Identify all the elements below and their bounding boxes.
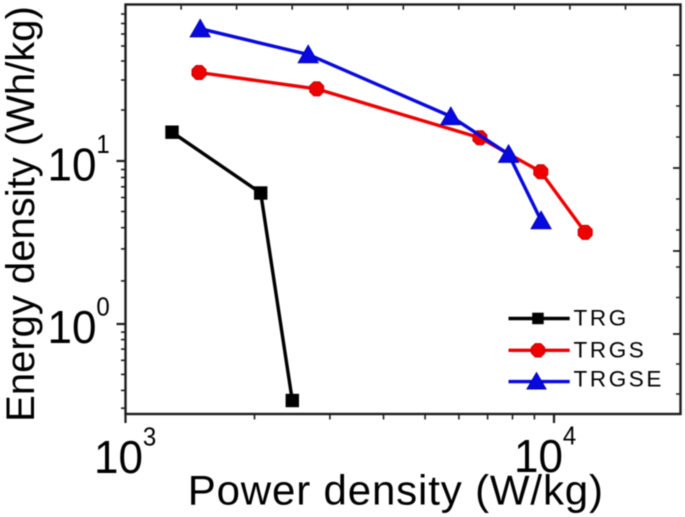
svg-text:Power density (W/kg): Power density (W/kg): [188, 467, 604, 514]
svg-text:TRGSE: TRGSE: [574, 366, 665, 391]
svg-text:Energy density (Wh/kg): Energy density (Wh/kg): [0, 6, 43, 422]
svg-text:TRGS: TRGS: [574, 337, 647, 362]
svg-text:TRG: TRG: [574, 306, 629, 331]
